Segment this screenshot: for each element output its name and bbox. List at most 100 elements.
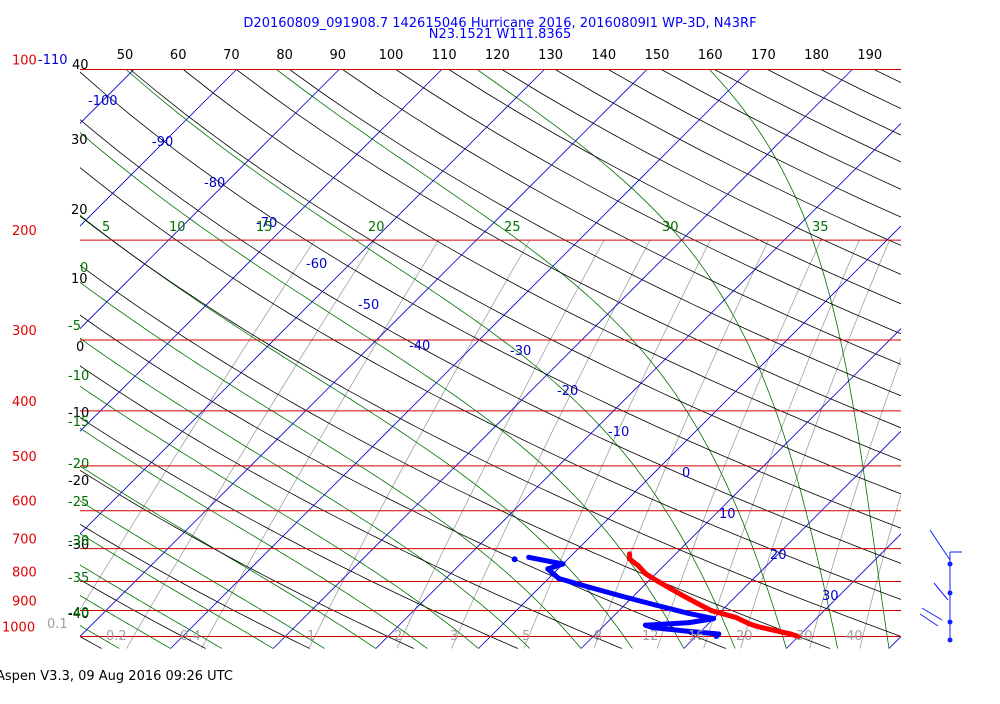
- dewpoint-point: [711, 616, 716, 621]
- pressure-label: 600: [12, 495, 37, 510]
- dewpoint-point: [620, 594, 625, 599]
- temperature-point: [733, 615, 738, 620]
- pressure-label: 700: [12, 533, 37, 548]
- dewpoint-point: [716, 632, 721, 637]
- dewpoint-point: [512, 556, 518, 562]
- mixing-ratio-label: 30: [796, 629, 813, 644]
- pressure-label: 1000: [2, 621, 35, 636]
- moist-adiabat-label: 0: [80, 261, 88, 276]
- mixing-ratio-line: [201, 240, 438, 648]
- moist-adiabat-line: [0, 70, 119, 649]
- moist-adiabat-label: 5: [102, 220, 110, 235]
- mixing-ratio-line: [917, 240, 1000, 648]
- mixing-ratio-line: [741, 240, 890, 648]
- isotherm-line: [376, 70, 955, 649]
- footer-text: Aspen V3.3, 09 Aug 2016 09:26 UTC: [0, 669, 233, 684]
- temperature-point: [755, 624, 760, 629]
- moist-adiabat-label: -35: [68, 571, 89, 586]
- temperature-point: [695, 601, 700, 606]
- moist-adiabat-label: -5: [68, 319, 81, 334]
- moist-adiabats: [0, 70, 889, 649]
- isotherm-label: -40: [409, 339, 430, 354]
- mixing-ratio-line: [704, 240, 860, 648]
- isotherm-label: -50: [358, 298, 379, 313]
- mixing-ratio-label: 0.1: [47, 617, 68, 632]
- isotherm-label: 20: [770, 548, 787, 563]
- dewpoint-point: [653, 603, 658, 608]
- dry-adiabat-line: [874, 70, 1000, 649]
- top-axis-tick: 110: [432, 48, 457, 63]
- temperature-point: [656, 579, 661, 584]
- moist-adiabat-line: [0, 70, 325, 649]
- sounding-profiles: [512, 551, 801, 639]
- pressure-label: 500: [12, 450, 37, 465]
- isotherm-label: -110: [38, 53, 68, 68]
- wind-barb-dot: [948, 562, 953, 567]
- isotherm-line: [0, 70, 339, 649]
- moist-adiabat-line: [0, 70, 530, 649]
- temperature-point: [682, 594, 687, 599]
- moist-adiabat-line: [0, 70, 273, 649]
- mixing-ratio-line: [397, 240, 604, 648]
- moist-adiabat-label: -15: [68, 415, 89, 430]
- moist-adiabat-label: 30: [662, 220, 679, 235]
- dewpoint-point: [526, 555, 531, 560]
- isotherms: [0, 70, 1000, 649]
- mixing-ratio-line: [973, 240, 1000, 648]
- moist-adiabat-line: [0, 70, 376, 649]
- mixing-ratio-label: 1: [307, 629, 315, 644]
- dry-adiabat-tick: 40: [72, 58, 89, 73]
- dewpoint-point: [545, 566, 550, 571]
- dry-adiabat-line: [0, 70, 102, 649]
- pressure-label: 900: [12, 595, 37, 610]
- isotherm-label: -80: [204, 176, 225, 191]
- dry-adiabat-line: [608, 70, 1000, 649]
- isotherm-line: [581, 70, 1000, 649]
- dry-adiabat-line: [715, 70, 1000, 649]
- dry-adiabat-line: [821, 70, 1000, 649]
- isotherm-line: [684, 70, 1000, 649]
- moist-adiabat-line: [0, 70, 222, 649]
- moist-adiabat-label: -30: [68, 534, 89, 549]
- pressure-label: 400: [12, 395, 37, 410]
- temperature-point: [709, 608, 714, 613]
- pressure-label: 300: [12, 324, 37, 339]
- isotherm-label: 10: [719, 507, 736, 522]
- temperature-point: [788, 632, 793, 637]
- top-axis-tick: 190: [857, 48, 882, 63]
- moist-adiabat-line: [12, 70, 684, 649]
- mixing-ratio-line: [860, 240, 987, 648]
- moist-adiabat-line: [0, 70, 427, 649]
- isotherm-label: -90: [152, 135, 173, 150]
- moist-adiabat-label: -25: [68, 495, 89, 510]
- top-axis-tick: 140: [591, 48, 616, 63]
- moist-adiabat-label: -20: [68, 457, 89, 472]
- mixing-ratio-label: 0.4: [180, 629, 201, 644]
- moist-adiabat-line: [0, 70, 479, 649]
- mixing-ratio-label: 8: [594, 629, 602, 644]
- isotherm-line: [0, 70, 134, 649]
- dry-adiabat-line: [183, 70, 1000, 649]
- dewpoint-point: [686, 611, 691, 616]
- moist-adiabat-label: 15: [256, 220, 273, 235]
- moist-adiabat-line: [126, 70, 735, 649]
- moist-adiabat-line: [0, 70, 581, 649]
- dry-adiabat-line: [290, 70, 1000, 649]
- mixing-ratio-line: [657, 240, 821, 648]
- wind-barbs: [920, 530, 962, 643]
- top-axis-tick: 180: [804, 48, 829, 63]
- dewpoint-point: [560, 562, 565, 567]
- wind-barb-flag: [934, 583, 948, 600]
- wind-barb-flag: [930, 530, 950, 560]
- top-axis-tick: 70: [223, 48, 240, 63]
- chart-subtitle: N23.1521 W111.8365: [0, 28, 1000, 42]
- mixing-ratio-label: 2: [394, 629, 402, 644]
- top-axis-tick: 80: [276, 48, 293, 63]
- mixing-ratio-label: 12: [642, 629, 659, 644]
- moist-adiabat-line: [0, 70, 632, 649]
- mixing-ratio-line: [57, 240, 315, 648]
- mixing-ratio-label: 40: [846, 629, 863, 644]
- dry-adiabat-line: [0, 70, 622, 649]
- dry-adiabat-line: [449, 70, 1000, 649]
- mixing-ratio-line: [810, 240, 947, 648]
